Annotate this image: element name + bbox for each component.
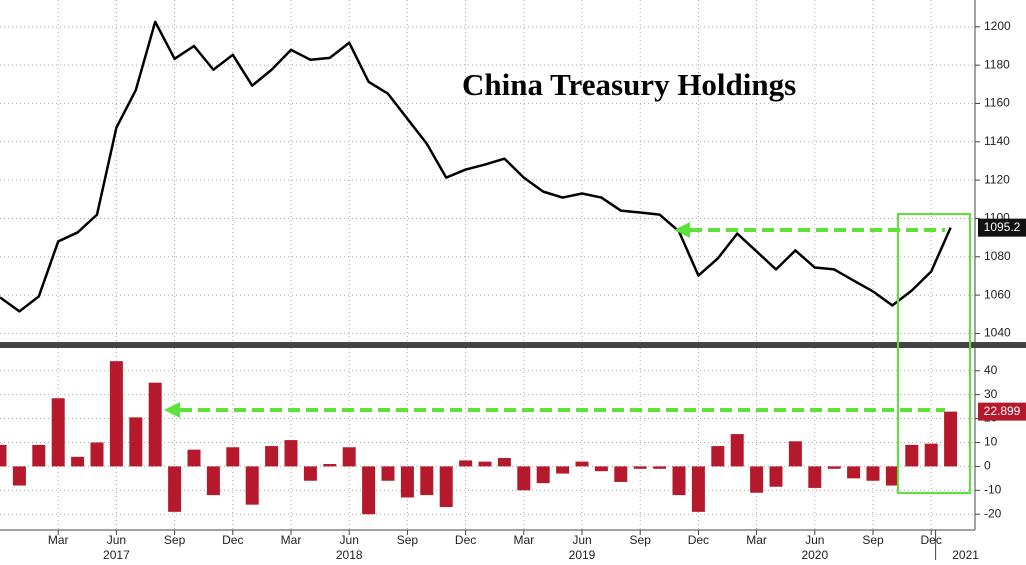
panel-divider [0,342,1026,348]
bar [944,411,958,467]
y-tick-label: 1160 [984,96,1010,110]
bar [885,466,899,486]
x-tick-label: Jun [805,533,824,547]
arrow-head [164,402,180,418]
bar [497,458,511,467]
bar [109,361,123,467]
x-tick-label: Dec [921,533,942,547]
bar [594,466,608,472]
bar [206,466,220,496]
x-tick-label: Dec [688,533,709,547]
bar [362,466,376,515]
bar [51,398,65,467]
bar [808,466,822,488]
x-year-label: 2017 [103,548,130,562]
y-tick-label: 1040 [984,326,1011,340]
y-tick-label: 30 [984,387,998,401]
bar [148,382,162,467]
bar [788,441,802,467]
line-series [0,20,952,313]
bar [769,466,783,487]
bar [439,466,453,508]
bar [90,442,104,467]
y-tick-label: 1200 [984,19,1011,33]
annotations [164,213,971,494]
x-tick-label: Mar [513,533,534,547]
bar [245,466,259,505]
bar [633,466,647,469]
x-tick-label: Dec [455,533,476,547]
bar [459,460,473,467]
value-label-box [978,402,1026,421]
y-tick-label: 40 [984,363,998,377]
bar [672,466,686,496]
value-label: 1095.2 [984,220,1021,234]
x-year-label: 2018 [336,548,363,562]
bar [924,443,938,467]
value-label-box [978,218,1026,237]
bar [614,466,628,482]
x-tick-label: Jun [107,533,126,547]
x-year-label: 2019 [569,548,596,562]
x-tick-label: Mar [746,533,767,547]
bar [517,466,531,491]
bar [575,461,589,467]
x-tick-label: Sep [164,533,186,547]
bar [847,466,861,479]
bar [381,466,395,481]
arrow-head [674,222,690,238]
bar [400,466,414,498]
bar [536,466,550,484]
bar [168,466,182,512]
y-tick-label: 10 [984,435,998,449]
x-year-label: 2021 [952,548,979,562]
chart-title: China Treasury Holdings [462,67,796,102]
bar [323,464,337,467]
bar [556,466,570,474]
x-tick-label: Sep [630,533,652,547]
bar [0,444,7,467]
x-tick-label: Sep [397,533,419,547]
y-tick-label: 1180 [984,57,1010,71]
bar [226,447,240,467]
bar [265,446,279,467]
bar [750,466,764,493]
bar [827,466,841,469]
x-tick-label: Jun [340,533,359,547]
bar [303,466,317,481]
x-tick-label: Sep [862,533,884,547]
bar [129,417,143,467]
bar [187,449,201,467]
bar [866,466,880,481]
y-tick-label: 1120 [984,172,1010,186]
bar [342,447,356,467]
bar [32,444,46,467]
x-year-label: 2020 [801,548,828,562]
bar [478,461,492,467]
value-label: 22.899 [984,404,1021,418]
bar [71,456,85,467]
y-tick-label: 0 [984,459,991,473]
bar [730,434,744,467]
bar [420,466,434,496]
x-tick-label: Mar [48,533,69,547]
y-tick-label: -20 [984,506,1002,520]
y-tick-label: 1060 [984,287,1011,301]
bar [12,466,26,486]
y-tick-label: 1080 [984,249,1011,263]
x-tick-label: Mar [281,533,302,547]
bar [653,466,667,469]
highlight-box [897,213,971,494]
bar [905,444,919,467]
y-tick-label: 1140 [984,134,1010,148]
bar [691,466,705,512]
x-tick-label: Jun [572,533,591,547]
x-tick-label: Dec [222,533,243,547]
bar [711,446,725,467]
bar [284,440,298,467]
y-tick-label: -10 [984,482,1002,496]
